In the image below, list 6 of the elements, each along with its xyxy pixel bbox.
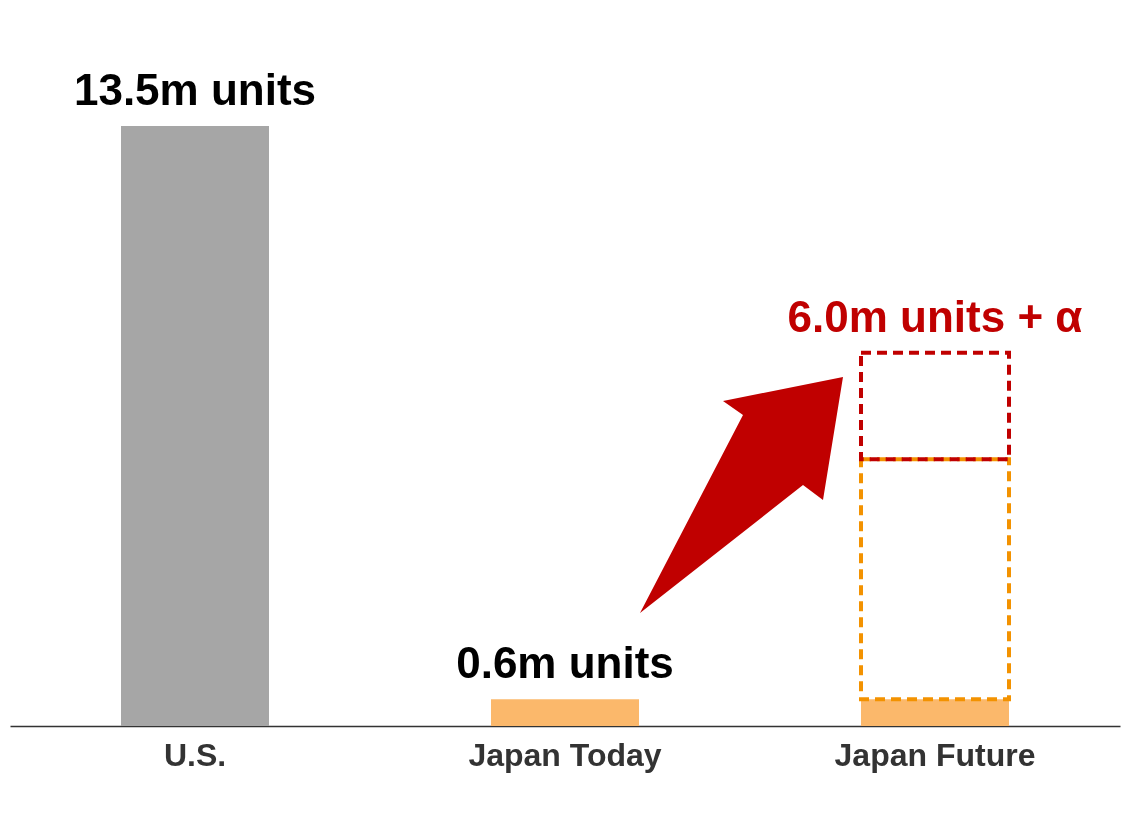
data-label: 0.6m units <box>456 638 674 688</box>
x-tick-label: U.S. <box>163 736 227 773</box>
x-tick-label: Japan Today <box>468 736 662 773</box>
x-tick-label: Japan Future <box>834 736 1036 773</box>
annotation: 6.0m units + α <box>787 291 1083 341</box>
data-label: 13.5m units <box>73 65 317 114</box>
